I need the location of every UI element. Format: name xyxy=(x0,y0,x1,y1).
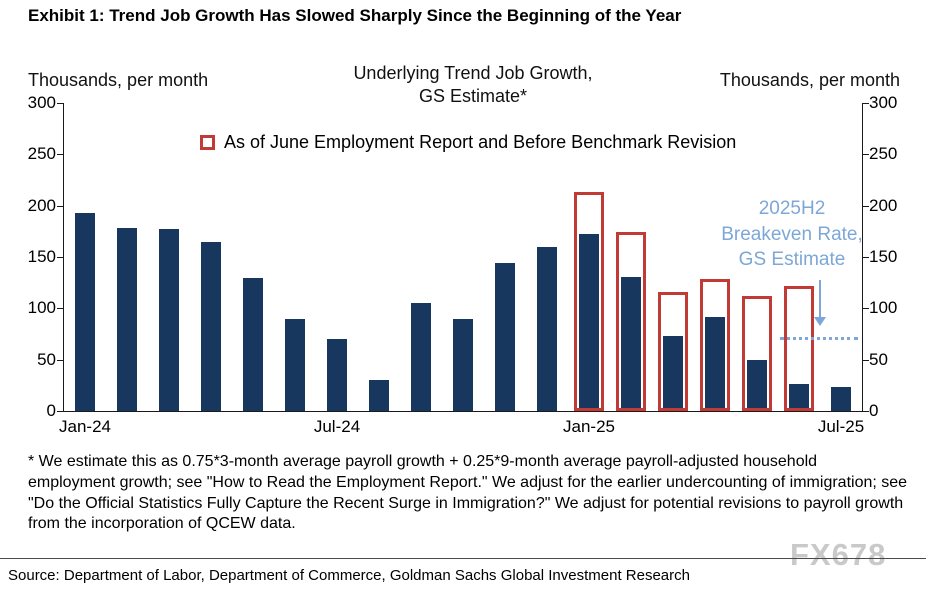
bar-Nov-24 xyxy=(495,263,515,411)
y-axis-tick-right xyxy=(863,103,869,104)
right-axis-title: Thousands, per month xyxy=(719,70,900,90)
y-axis-right-label: 150 xyxy=(869,247,898,266)
y-axis-left-labels: 0 50 100 150 200 250 300 xyxy=(14,93,56,420)
bar-Jul-25 xyxy=(831,387,851,411)
bar-Apr-24 xyxy=(201,241,221,411)
outline-bar-Apr-25 xyxy=(700,278,730,411)
source-line: Source: Department of Labor, Department … xyxy=(8,567,690,584)
y-axis-left-label: 150 xyxy=(27,247,56,266)
bar-Mar-25 xyxy=(663,336,683,411)
y-axis-right-label: 100 xyxy=(869,298,898,318)
legend-red-outline-marker-icon xyxy=(200,135,215,150)
y-axis-tick-left xyxy=(57,257,63,258)
outline-bar-Jan-25 xyxy=(574,192,604,411)
y-axis-left-label: 200 xyxy=(27,195,56,215)
x-axis-label-Jul-24: Jul-24 xyxy=(313,417,361,436)
bar-Oct-24 xyxy=(453,318,473,411)
bar-Sep-24 xyxy=(411,303,431,411)
exhibit-title: Exhibit 1: Trend Job Growth Has Slowed S… xyxy=(28,6,682,25)
bar-Jan-25 xyxy=(579,234,599,411)
y-axis-tick-left xyxy=(57,205,63,207)
breakeven-arrow-head-icon xyxy=(814,317,826,326)
y-axis-left-label: 50 xyxy=(37,349,56,369)
bar-Dec-24 xyxy=(537,246,557,411)
bar-Aug-24 xyxy=(369,380,389,411)
breakeven-arrow-line xyxy=(819,280,821,318)
x-axis-label-Jan-24: Jan-24 xyxy=(59,417,111,436)
y-axis-left-label: 0 xyxy=(46,401,56,420)
y-axis-left-label: 100 xyxy=(27,298,56,318)
y-axis-tick-left xyxy=(57,308,63,310)
plot-area: Jan-24 Jul-24 Jan-25 Jul-25 xyxy=(57,103,869,436)
y-axis-tick-left xyxy=(57,103,63,104)
watermark: FX678 xyxy=(790,537,887,572)
bar-May-25 xyxy=(747,359,767,411)
bar-Mar-24 xyxy=(159,229,179,411)
legend: As of June Employment Report and Before … xyxy=(200,132,736,153)
y-axis-right-label: 200 xyxy=(869,195,898,215)
y-axis-left-label: 250 xyxy=(27,144,56,164)
legend-label: As of June Employment Report and Before … xyxy=(224,132,737,152)
bar-May-24 xyxy=(243,277,263,411)
y-axis-tick-left xyxy=(57,154,63,156)
y-axis-tick-right xyxy=(863,154,869,156)
divider xyxy=(0,558,926,559)
y-axis-tick-left xyxy=(57,411,63,412)
outline-bar-Mar-25 xyxy=(658,291,688,411)
chart-title: Underlying Trend Job Growth, GS Estimate… xyxy=(353,63,593,107)
y-axis-right-label: 250 xyxy=(869,144,898,164)
x-axis-label-Jul-25: Jul-25 xyxy=(817,417,865,436)
bar-Feb-25 xyxy=(621,276,641,411)
y-axis-right-labels: 0 50 100 150 200 250 300 xyxy=(869,93,915,420)
y-axis-tick-right xyxy=(863,257,869,258)
outline-bar-Feb-25 xyxy=(616,232,646,411)
y-axis-tick-left xyxy=(57,359,63,361)
outline-bar-May-25 xyxy=(742,296,772,411)
bar-Jan-24 xyxy=(75,212,95,411)
bar-Jun-24 xyxy=(285,318,305,411)
breakeven-annotation: 2025H2 Breakeven Rate, GS Estimate xyxy=(721,198,863,271)
breakeven-dotted-line xyxy=(780,337,858,341)
bar-Feb-24 xyxy=(117,228,137,411)
y-axis-tick-right xyxy=(863,411,869,412)
y-axis-right-label: 50 xyxy=(869,349,888,369)
y-axis-tick-right xyxy=(863,205,869,207)
x-axis-label-Jan-25: Jan-25 xyxy=(563,417,615,436)
y-axis-tick-right xyxy=(863,308,869,310)
bar-Jul-24 xyxy=(327,339,347,411)
y-axis-tick-right xyxy=(863,359,869,361)
left-axis-title: Thousands, per month xyxy=(28,70,209,90)
bar-Apr-25 xyxy=(705,316,725,411)
y-axis-left-label: 300 xyxy=(27,93,56,112)
footnote: * We estimate this as 0.75*3-month avera… xyxy=(28,453,908,533)
y-axis-right-label: 300 xyxy=(869,93,898,112)
y-axis-right-label: 0 xyxy=(869,401,879,420)
outline-bar-Jun-25 xyxy=(784,285,814,411)
bar-Jun-25 xyxy=(789,384,809,411)
